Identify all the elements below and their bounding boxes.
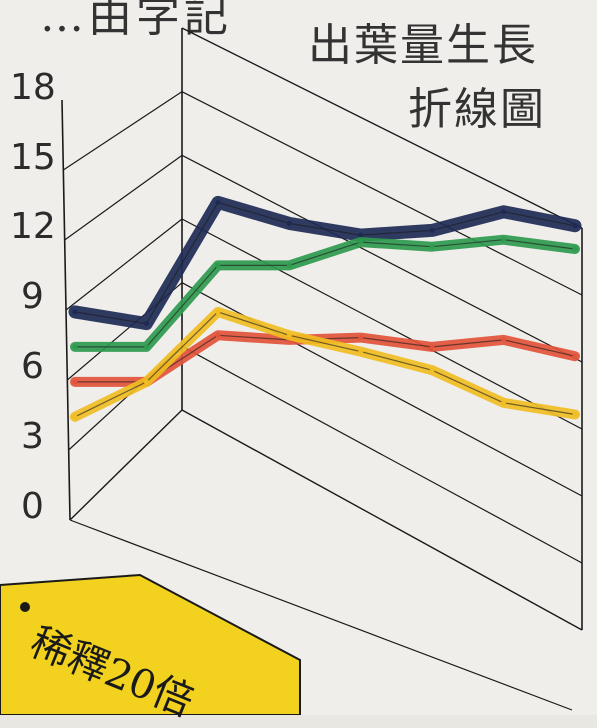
series-0-point-2 bbox=[215, 199, 221, 205]
series-1-point-0 bbox=[72, 344, 78, 350]
series-0-point-7 bbox=[572, 223, 578, 229]
left-floor-edge bbox=[69, 409, 183, 521]
tag-hole bbox=[20, 602, 30, 612]
series-1-point-3 bbox=[286, 262, 292, 268]
series-0-line bbox=[68, 195, 582, 331]
gridline-left bbox=[65, 218, 183, 311]
y-tick-label: 15 bbox=[10, 136, 56, 178]
gridline-back bbox=[181, 218, 583, 430]
series-1-point-2 bbox=[215, 262, 221, 268]
gridline-left bbox=[64, 154, 183, 241]
gridline-left bbox=[63, 91, 183, 171]
y-tick-label: 3 bbox=[21, 416, 44, 458]
series-3-point-2 bbox=[215, 309, 221, 315]
y-tick-label: 6 bbox=[21, 346, 44, 388]
y-tick-label: 9 bbox=[21, 276, 44, 318]
gridline-back bbox=[181, 345, 583, 564]
series-1-point-6 bbox=[501, 237, 507, 243]
series-0-point-6 bbox=[501, 209, 507, 215]
series-2-point-7 bbox=[572, 353, 578, 359]
series-0-point-0 bbox=[72, 309, 78, 315]
gridline-back bbox=[181, 154, 583, 363]
series-0-point-3 bbox=[286, 220, 292, 226]
front-floor-edge bbox=[69, 519, 573, 711]
y-tick-label: 12 bbox=[10, 206, 56, 248]
y-tick-label: 18 bbox=[10, 66, 56, 108]
series-1-pencil bbox=[75, 239, 576, 348]
chart-title-line1: 出葉量生長 bbox=[308, 20, 538, 71]
tag-background bbox=[0, 573, 301, 715]
series-2-point-5 bbox=[429, 344, 435, 350]
chart-series bbox=[68, 195, 582, 422]
series-1-line bbox=[70, 234, 580, 352]
y-tick-label: 0 bbox=[21, 486, 44, 527]
series-2-point-2 bbox=[215, 332, 221, 338]
series-3-point-3 bbox=[286, 332, 292, 338]
series-1-point-5 bbox=[429, 244, 435, 250]
back-floor-edge bbox=[181, 409, 583, 631]
series-3-point-0 bbox=[72, 414, 78, 420]
series-0-point-1 bbox=[143, 321, 149, 327]
chart-title-line2: 折線圖 bbox=[408, 84, 546, 135]
series-3-point-7 bbox=[572, 411, 578, 417]
tag-shape bbox=[0, 573, 301, 715]
gridline-back bbox=[181, 91, 583, 296]
series-1-point-4 bbox=[358, 239, 364, 245]
series-0-point-4 bbox=[358, 232, 364, 238]
series-0-point-5 bbox=[429, 227, 435, 233]
series-3-point-1 bbox=[143, 379, 149, 385]
series-0-pencil bbox=[74, 201, 576, 325]
series-1-point-1 bbox=[143, 344, 149, 350]
series-2-point-0 bbox=[72, 379, 78, 385]
series-3-point-5 bbox=[429, 367, 435, 373]
top-edge bbox=[181, 27, 583, 229]
series-2-point-4 bbox=[358, 335, 364, 341]
series-1-point-7 bbox=[572, 246, 578, 252]
series-3-point-4 bbox=[358, 349, 364, 355]
series-3-pencil bbox=[74, 311, 576, 418]
series-2-point-6 bbox=[501, 337, 507, 343]
series-3-point-6 bbox=[501, 400, 507, 406]
